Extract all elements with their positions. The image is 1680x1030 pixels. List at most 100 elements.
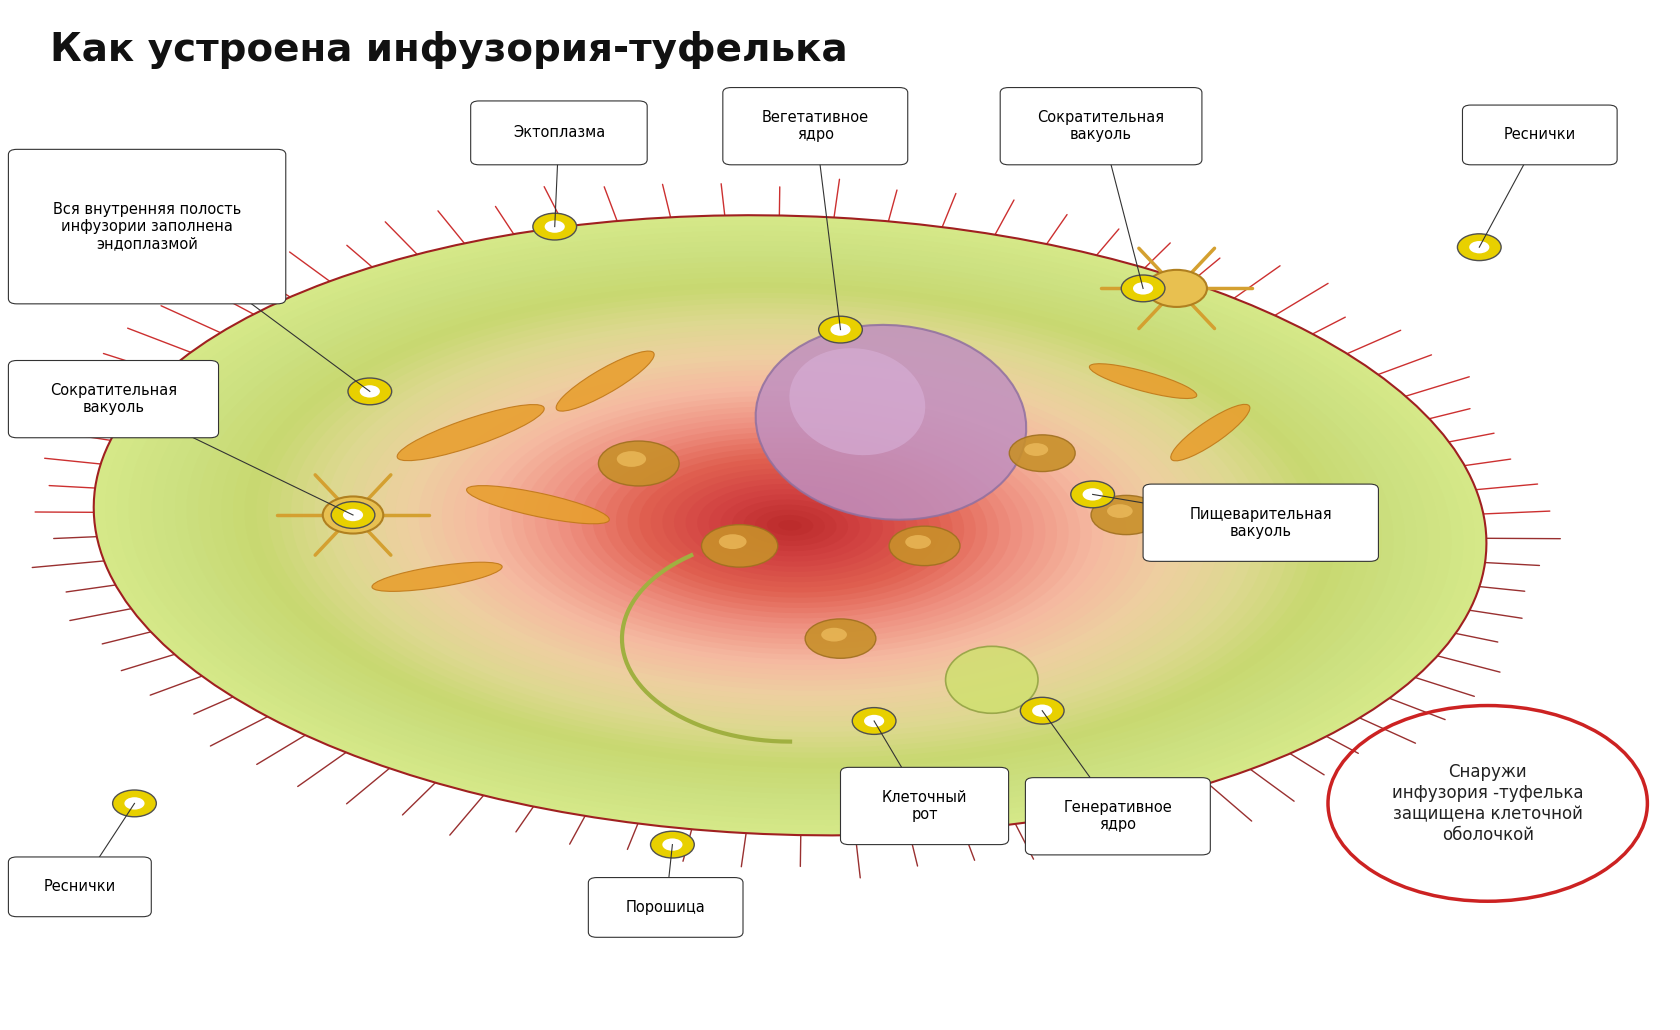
Ellipse shape	[709, 489, 870, 561]
Ellipse shape	[685, 479, 894, 572]
Ellipse shape	[279, 298, 1300, 753]
Ellipse shape	[546, 417, 1033, 633]
Ellipse shape	[314, 313, 1265, 737]
Ellipse shape	[418, 359, 1161, 691]
Circle shape	[124, 797, 144, 810]
FancyBboxPatch shape	[588, 878, 743, 937]
Ellipse shape	[395, 349, 1184, 701]
Ellipse shape	[175, 251, 1404, 799]
Ellipse shape	[118, 226, 1462, 825]
Ellipse shape	[822, 627, 847, 642]
Ellipse shape	[245, 282, 1334, 768]
FancyBboxPatch shape	[8, 360, 218, 438]
Circle shape	[360, 385, 380, 398]
Text: Эктоплазма: Эктоплазма	[512, 126, 605, 140]
Ellipse shape	[598, 441, 679, 486]
Ellipse shape	[477, 386, 1102, 664]
Ellipse shape	[106, 220, 1473, 830]
Ellipse shape	[396, 405, 544, 460]
Ellipse shape	[291, 303, 1289, 748]
Circle shape	[1457, 234, 1500, 261]
Circle shape	[650, 831, 694, 858]
Text: Генеративное
ядро: Генеративное ядро	[1063, 800, 1171, 832]
Circle shape	[1132, 282, 1152, 295]
Circle shape	[830, 323, 850, 336]
Circle shape	[533, 213, 576, 240]
Ellipse shape	[1023, 443, 1048, 456]
Ellipse shape	[627, 453, 953, 597]
Ellipse shape	[790, 348, 924, 455]
FancyBboxPatch shape	[1025, 778, 1210, 855]
Circle shape	[818, 316, 862, 343]
Ellipse shape	[487, 391, 1092, 659]
Ellipse shape	[338, 323, 1242, 727]
Ellipse shape	[210, 267, 1369, 784]
FancyBboxPatch shape	[470, 101, 647, 165]
Circle shape	[1146, 270, 1206, 307]
Ellipse shape	[1089, 364, 1196, 399]
Circle shape	[852, 708, 895, 734]
Circle shape	[331, 502, 375, 528]
Ellipse shape	[534, 412, 1045, 639]
Text: Сократительная
вакуоль: Сократительная вакуоль	[1037, 110, 1164, 142]
Ellipse shape	[638, 458, 941, 592]
Ellipse shape	[593, 438, 986, 613]
Circle shape	[1468, 241, 1488, 253]
Ellipse shape	[906, 535, 931, 549]
Ellipse shape	[467, 485, 608, 524]
Circle shape	[662, 838, 682, 851]
Ellipse shape	[889, 526, 959, 565]
Ellipse shape	[234, 277, 1346, 774]
Text: Реснички: Реснички	[44, 880, 116, 894]
Ellipse shape	[94, 215, 1485, 835]
Ellipse shape	[605, 443, 974, 608]
Ellipse shape	[719, 535, 746, 549]
Ellipse shape	[756, 324, 1025, 520]
Circle shape	[323, 496, 383, 534]
Ellipse shape	[163, 246, 1416, 804]
Ellipse shape	[267, 293, 1312, 758]
FancyBboxPatch shape	[840, 767, 1008, 845]
Ellipse shape	[198, 262, 1381, 789]
Text: Пищеварительная
вакуоль: Пищеварительная вакуоль	[1189, 507, 1331, 539]
Ellipse shape	[139, 236, 1440, 815]
FancyBboxPatch shape	[8, 149, 286, 304]
Ellipse shape	[558, 422, 1021, 628]
Ellipse shape	[349, 329, 1230, 722]
Ellipse shape	[674, 474, 906, 577]
Ellipse shape	[754, 510, 825, 541]
FancyBboxPatch shape	[1000, 88, 1201, 165]
Text: Порошица: Порошица	[625, 900, 706, 915]
FancyBboxPatch shape	[1462, 105, 1616, 165]
Circle shape	[1032, 705, 1052, 717]
Ellipse shape	[766, 515, 813, 536]
Circle shape	[1082, 488, 1102, 501]
Ellipse shape	[522, 407, 1057, 644]
Ellipse shape	[1107, 505, 1132, 518]
Ellipse shape	[371, 562, 502, 591]
Ellipse shape	[151, 241, 1428, 810]
Text: Снаружи
инфузория -туфелька
защищена клеточной
оболочкой: Снаружи инфузория -туфелька защищена кле…	[1391, 763, 1583, 844]
Ellipse shape	[361, 334, 1218, 717]
Ellipse shape	[454, 375, 1126, 676]
Ellipse shape	[1169, 405, 1250, 460]
Ellipse shape	[430, 365, 1149, 686]
Ellipse shape	[499, 397, 1080, 654]
Ellipse shape	[650, 464, 929, 587]
Text: Сократительная
вакуоль: Сократительная вакуоль	[50, 383, 176, 415]
Ellipse shape	[743, 505, 837, 546]
Ellipse shape	[556, 351, 654, 411]
Ellipse shape	[731, 500, 848, 551]
Ellipse shape	[581, 433, 998, 618]
Ellipse shape	[465, 381, 1114, 670]
Ellipse shape	[186, 256, 1393, 794]
Ellipse shape	[697, 484, 882, 566]
Ellipse shape	[222, 272, 1357, 779]
Circle shape	[343, 509, 363, 521]
Ellipse shape	[128, 231, 1452, 820]
Ellipse shape	[615, 448, 964, 603]
Ellipse shape	[383, 344, 1196, 707]
Ellipse shape	[805, 619, 875, 658]
Circle shape	[864, 715, 884, 727]
Ellipse shape	[662, 469, 917, 582]
